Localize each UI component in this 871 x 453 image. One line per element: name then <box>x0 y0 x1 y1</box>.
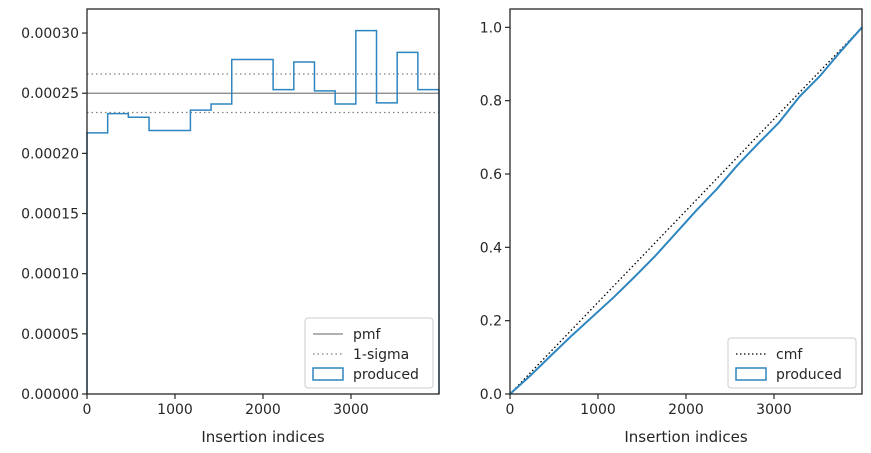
x-tick-label: 3000 <box>333 402 369 418</box>
y-tick-label: 0.4 <box>480 240 502 256</box>
y-tick-label: 0.00025 <box>21 86 79 102</box>
y-tick-label: 0.00020 <box>21 146 79 162</box>
x-tick-label: 1000 <box>580 402 616 418</box>
y-tick-label: 0.2 <box>480 314 502 330</box>
legend-label: pmf <box>353 327 382 343</box>
y-tick-label: 0.00000 <box>21 387 79 403</box>
produced-step-series <box>86 29 440 394</box>
legend-label: produced <box>776 367 842 383</box>
x-tick-label: 3000 <box>756 402 792 418</box>
pmf-panel: 0 1000 2000 3000 0.00000 0.00005 0.00010 0.0001… <box>21 8 440 446</box>
y-tick-label: 0.00005 <box>21 327 79 343</box>
legend-key-produced <box>312 367 344 381</box>
produced-series-line <box>509 26 863 395</box>
x-tick-label: 2000 <box>245 402 281 418</box>
y-tick-label: 0.6 <box>480 167 502 183</box>
legend-label: 1-sigma <box>353 347 409 363</box>
cmf-series-line <box>509 26 863 395</box>
y-tick-label: 0.00010 <box>21 267 79 283</box>
y-tick-label: 0.00030 <box>21 26 79 42</box>
legend: pmf 1-sigma produced <box>304 317 434 389</box>
legend-label: produced <box>353 367 419 383</box>
legend-label: cmf <box>776 347 803 363</box>
legend-frame <box>304 317 434 389</box>
legend-key-produced <box>735 367 767 381</box>
x-axis-label: Insertion indices <box>201 428 324 446</box>
y-tick-label: 1.0 <box>480 20 502 36</box>
x-axis-label: Insertion indices <box>624 428 747 446</box>
y-tick-label: 0.0 <box>480 387 502 403</box>
legend: cmf produced <box>727 337 857 389</box>
cmf-panel: 0 1000 2000 3000 0.0 0.2 0.4 0.6 0.8 1.0 Insertion… <box>480 8 863 446</box>
x-tick-label: 0 <box>506 402 515 418</box>
y-tick-label: 0.8 <box>480 94 502 110</box>
legend-frame <box>727 337 857 389</box>
x-tick-label: 2000 <box>668 402 704 418</box>
y-tick-label: 0.00015 <box>21 207 79 223</box>
x-tick-label: 1000 <box>157 402 193 418</box>
axes-frame <box>509 8 863 395</box>
x-tick-label: 0 <box>83 402 92 418</box>
